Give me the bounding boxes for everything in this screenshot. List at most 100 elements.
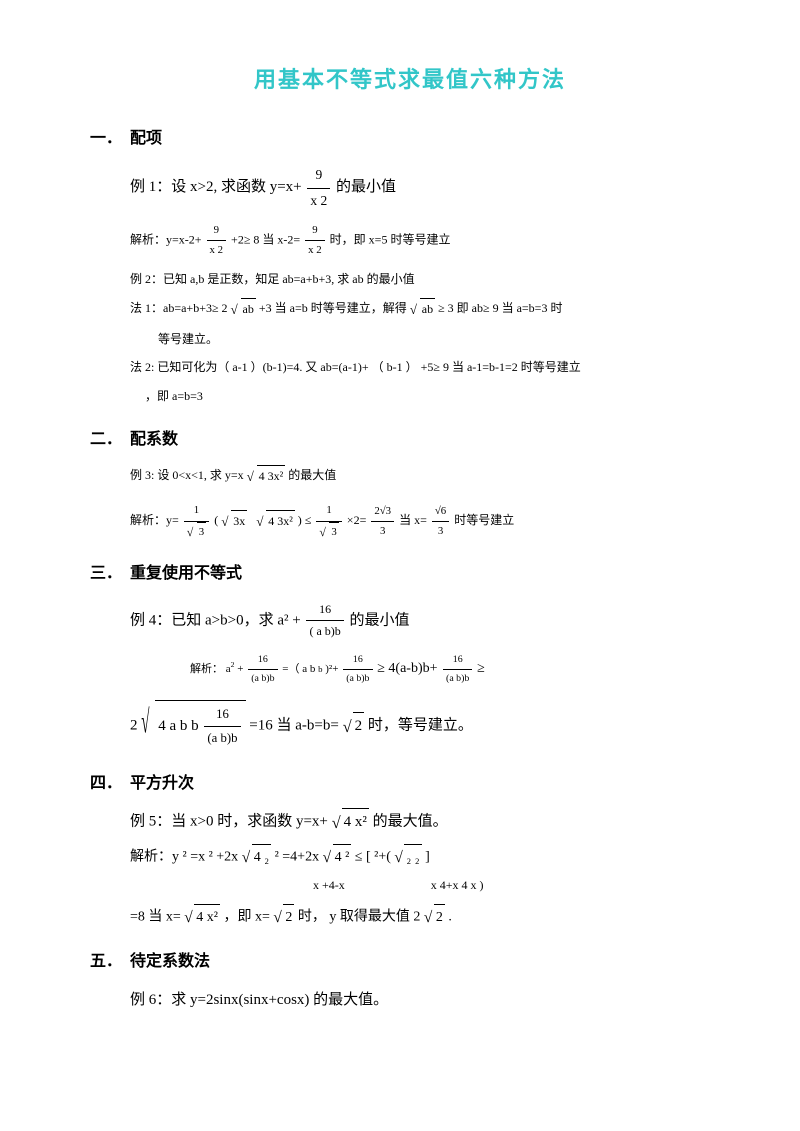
denominator: (a b)b	[204, 727, 240, 750]
text: 时，等号建立。	[368, 717, 473, 733]
analysis-4: 解析： a2 + 16 (a b)b =（ a b b )²+ 16 (a b)…	[190, 651, 730, 688]
text: =8 当 x=	[130, 909, 184, 924]
text: 解析：	[190, 663, 223, 675]
fraction: 16 (a b)b	[248, 651, 277, 688]
text: ]	[425, 850, 430, 865]
text: +3 当 a=b 时等号建立，解得	[259, 301, 410, 315]
numerator: 16	[343, 651, 372, 670]
radicand: ab	[420, 298, 435, 321]
text: ×2=	[347, 513, 367, 527]
fraction: 9 x 2	[307, 163, 330, 213]
sqrt: 2	[273, 904, 294, 930]
numerator: 16	[248, 651, 277, 670]
law-2: 法 2: 已知可化为（ a-1 ）(b-1)=4. 又 ab=(a-1)+ （ …	[130, 357, 730, 379]
numerator: 1	[184, 501, 209, 521]
sqrt: 4 x²	[184, 904, 220, 930]
text: +2≥ 8 当 x-2=	[231, 233, 300, 247]
law-1-cont: 等号建立。	[158, 329, 730, 351]
text: 的最大值。	[373, 814, 448, 830]
sqrt: ₂ ₂	[394, 844, 421, 870]
denominator: 3	[184, 522, 209, 542]
example-2: 例 2：已知 a,b 是正数，知足 ab=a+b+3, 求 ab 的最小值	[130, 269, 730, 291]
law-2-cont: ，即 a=b=3	[145, 386, 730, 408]
numerator: 9	[307, 163, 330, 188]
sup: 2	[231, 660, 235, 669]
text: ² =4+2x	[275, 850, 320, 865]
analysis-5-sub: x +4-x x 4+x 4 x )	[130, 875, 730, 897]
denominator: x 2	[307, 189, 330, 213]
text: 解析：y ² =x ² +2x	[130, 850, 238, 865]
text: 时， y 取得最大值 2	[298, 909, 421, 924]
numerator: 9	[207, 221, 227, 241]
text: ) ≤	[298, 513, 312, 527]
text: 的最小值	[350, 612, 410, 628]
example-5: 例 5：当 x>0 时，求函数 y=x+ 4 x² 的最大值。	[130, 808, 730, 836]
law-1: 法 1：ab=a+b+3≥ 2 ab +3 当 a=b 时等号建立，解得 ab …	[130, 298, 730, 321]
radicand: 4 x²	[194, 904, 220, 930]
text: =16 当 a-b=b=	[249, 717, 339, 733]
text: .	[448, 909, 452, 924]
denominator: x 2	[305, 241, 325, 260]
radicand: ab	[241, 298, 256, 321]
sqrt: 2	[424, 904, 445, 930]
sqrt: ab	[410, 298, 435, 321]
numerator: 16	[443, 651, 472, 670]
text: 例 4：已知 a>b>0，求 a² +	[130, 612, 301, 628]
section-5-heading: 五． 待定系数法	[90, 948, 730, 977]
numerator: 1	[316, 501, 341, 521]
sqrt: 4 3x²	[256, 510, 295, 533]
text: 时，即 x=5 时等号建立	[330, 233, 451, 247]
text: 例 5：当 x>0 时，求函数 y=x+	[130, 814, 328, 830]
text: 例 3: 设 0<x<1, 求 y=x	[130, 468, 244, 482]
numerator: √6	[432, 502, 449, 522]
page-title: 用基本不等式求最值六种方法	[90, 60, 730, 100]
numerator: 16	[204, 703, 240, 727]
fraction: √6 3	[432, 502, 449, 542]
denominator: ( a b)b	[306, 621, 343, 643]
text: ≤ [ ²+(	[355, 850, 391, 865]
fraction: 16 (a b)b	[204, 703, 240, 750]
fraction: 1 3	[184, 501, 209, 542]
analysis-5-line2: =8 当 x= 4 x² ，即 x= 2 时， y 取得最大值 2 2 .	[130, 904, 730, 930]
big-sqrt: 4 a b b 16 (a b)b	[141, 700, 245, 752]
example-1: 例 1：设 x>2, 求函数 y=x+ 9 x 2 的最小值	[130, 163, 730, 213]
text: 解析：y=	[130, 513, 179, 527]
text: 2	[130, 717, 138, 733]
ex1-text: 例 1：设 x>2, 求函数 y=x+	[130, 180, 302, 196]
section-1-heading: 一． 配项	[90, 125, 730, 154]
text: ≥	[477, 661, 485, 676]
analysis-5: 解析：y ² =x ² +2x 4 ₂ ² =4+2x 4 ² ≤ [ ²+( …	[130, 844, 730, 870]
sqrt: 4 ₂	[242, 844, 271, 870]
denominator: 3	[371, 522, 394, 541]
text: 4 a b b	[158, 718, 202, 734]
fraction: 1 3	[316, 501, 341, 542]
radicand: 2	[434, 904, 445, 930]
text: )²+	[325, 663, 341, 675]
text: x +4-x	[313, 878, 345, 892]
example-4: 例 4：已知 a>b>0，求 a² + 16 ( a b)b 的最小值	[130, 599, 730, 643]
denominator: (a b)b	[343, 670, 372, 688]
sqrt: 2	[343, 712, 365, 740]
section-4-heading: 四． 平方升次	[90, 770, 730, 799]
text: (	[214, 513, 221, 527]
numerator: 9	[305, 221, 325, 241]
denominator: 3	[316, 522, 341, 542]
text: 解析：y=x-2+	[130, 233, 202, 247]
radicand: 4 x²	[342, 808, 369, 836]
radicand: 4 a b b 16 (a b)b	[155, 700, 245, 752]
radicand: 2	[353, 712, 365, 740]
denominator: (a b)b	[248, 670, 277, 688]
text: +	[237, 663, 246, 675]
analysis-4-line2: 2 4 a b b 16 (a b)b =16 当 a-b=b= 2 时，等号建…	[130, 700, 730, 752]
analysis-3: 解析：y= 1 3 ( 3x 4 3x² ) ≤ 1 3 ×2= 2√3 3 当…	[130, 501, 730, 542]
radicand: 4 ²	[333, 844, 352, 870]
sqrt: 4 x²	[332, 808, 369, 836]
example-6: 例 6：求 y=2sinx(sinx+cosx) 的最大值。	[130, 987, 730, 1014]
text: 时等号建立	[454, 513, 514, 527]
fraction: 9 x 2	[207, 221, 227, 261]
example-3: 例 3: 设 0<x<1, 求 y=x 4 3x² 的最大值	[130, 465, 730, 488]
text: ≥ 4(a-b)b+	[377, 661, 441, 676]
fraction: 16 ( a b)b	[306, 599, 343, 643]
numerator: 2√3	[371, 502, 394, 522]
text: ，即 x=	[224, 909, 270, 924]
